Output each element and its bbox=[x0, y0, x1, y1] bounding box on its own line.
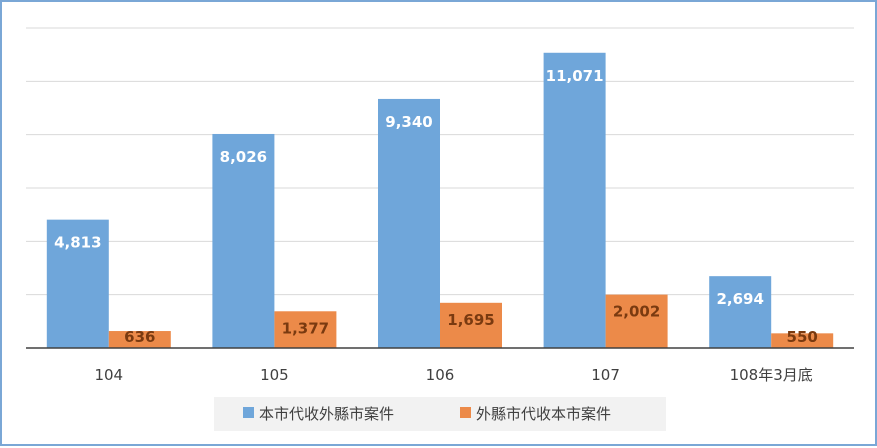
legend-swatch-series-2 bbox=[460, 407, 471, 418]
data-label-series-1-108年3月底: 2,694 bbox=[716, 290, 763, 308]
bar-series-1-105 bbox=[212, 133, 275, 348]
legend: 本市代收外縣市案件 外縣市代收本市案件 bbox=[214, 397, 666, 431]
legend-label-series-1: 本市代收外縣市案件 bbox=[259, 405, 394, 423]
legend-background bbox=[214, 397, 666, 431]
data-labels: 4,813 636 8,026 1,377 9,340 1,695 11,071 2,002 2… bbox=[54, 67, 818, 346]
data-label-series-1-107: 11,071 bbox=[546, 67, 604, 85]
data-label-series-2-106: 1,695 bbox=[447, 311, 494, 329]
bar-series-1-104 bbox=[46, 219, 109, 348]
x-tick-labels: 104 105 106 107 108年3月底 bbox=[94, 366, 812, 384]
legend-swatch-series-1 bbox=[243, 407, 254, 418]
bar-series-2-105 bbox=[274, 311, 337, 348]
bar-series-1-108年3月底 bbox=[709, 276, 772, 348]
bar-series-1-107 bbox=[543, 52, 606, 348]
bar-series-2-104 bbox=[108, 331, 171, 348]
data-label-series-1-106: 9,340 bbox=[385, 113, 432, 131]
bar-series-2-107 bbox=[605, 294, 668, 348]
data-label-series-2-104: 636 bbox=[124, 328, 155, 346]
bar-series-2-106 bbox=[440, 302, 502, 348]
data-label-series-2-105: 1,377 bbox=[282, 319, 329, 337]
x-tick-label-108年3月底: 108年3月底 bbox=[730, 366, 813, 384]
x-tick-label-104: 104 bbox=[94, 366, 123, 384]
bar-series-1-106 bbox=[378, 98, 440, 348]
legend-label-series-2: 外縣市代收本市案件 bbox=[476, 405, 611, 423]
x-tick-label-107: 107 bbox=[591, 366, 620, 384]
data-label-series-1-104: 4,813 bbox=[54, 234, 101, 252]
x-tick-label-105: 105 bbox=[260, 366, 289, 384]
data-label-series-2-107: 2,002 bbox=[613, 303, 660, 321]
bar-series-2-108年3月底 bbox=[771, 333, 834, 348]
data-label-series-1-105: 8,026 bbox=[220, 148, 267, 166]
bars bbox=[46, 52, 834, 348]
data-label-series-2-108年3月底: 550 bbox=[787, 328, 818, 346]
x-tick-label-106: 106 bbox=[426, 366, 455, 384]
